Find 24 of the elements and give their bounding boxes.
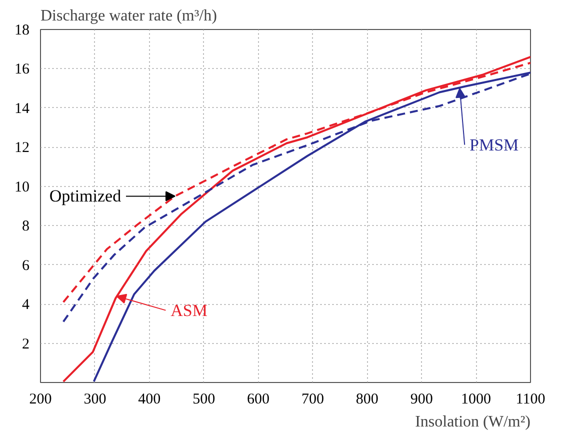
y-tick-label: 18 (14, 22, 30, 38)
x-axis-title: Insolation (W/m²) (415, 414, 530, 430)
x-tick-label: 800 (356, 392, 378, 408)
y-tick-label: 6 (22, 258, 30, 274)
x-tick-label: 1100 (516, 392, 546, 408)
annotation: PMSM (470, 135, 519, 154)
y-tick-label: 14 (14, 100, 30, 117)
y-tick-label: 16 (14, 62, 30, 78)
annotation: Optimized (49, 186, 122, 206)
y-tick-label: 4 (22, 297, 30, 314)
x-tick-label: 400 (138, 392, 161, 408)
y-tick-label: 10 (14, 179, 30, 196)
y-axis-title: Discharge water rate (m³/h) (40, 8, 217, 24)
x-tick-label: 300 (84, 392, 106, 408)
x-tick-label: 500 (192, 392, 216, 408)
y-tick-label: 12 (14, 140, 30, 156)
x-tick-label: 1000 (461, 392, 492, 408)
x-tick-label: 700 (301, 392, 324, 408)
annotation: ASM (170, 300, 208, 320)
x-tick-label: 900 (410, 392, 433, 408)
x-tick-label: 200 (29, 392, 52, 408)
y-tick-label: 8 (22, 218, 30, 235)
y-tick-label: 2 (22, 336, 30, 352)
x-tick-label: 600 (247, 392, 270, 408)
